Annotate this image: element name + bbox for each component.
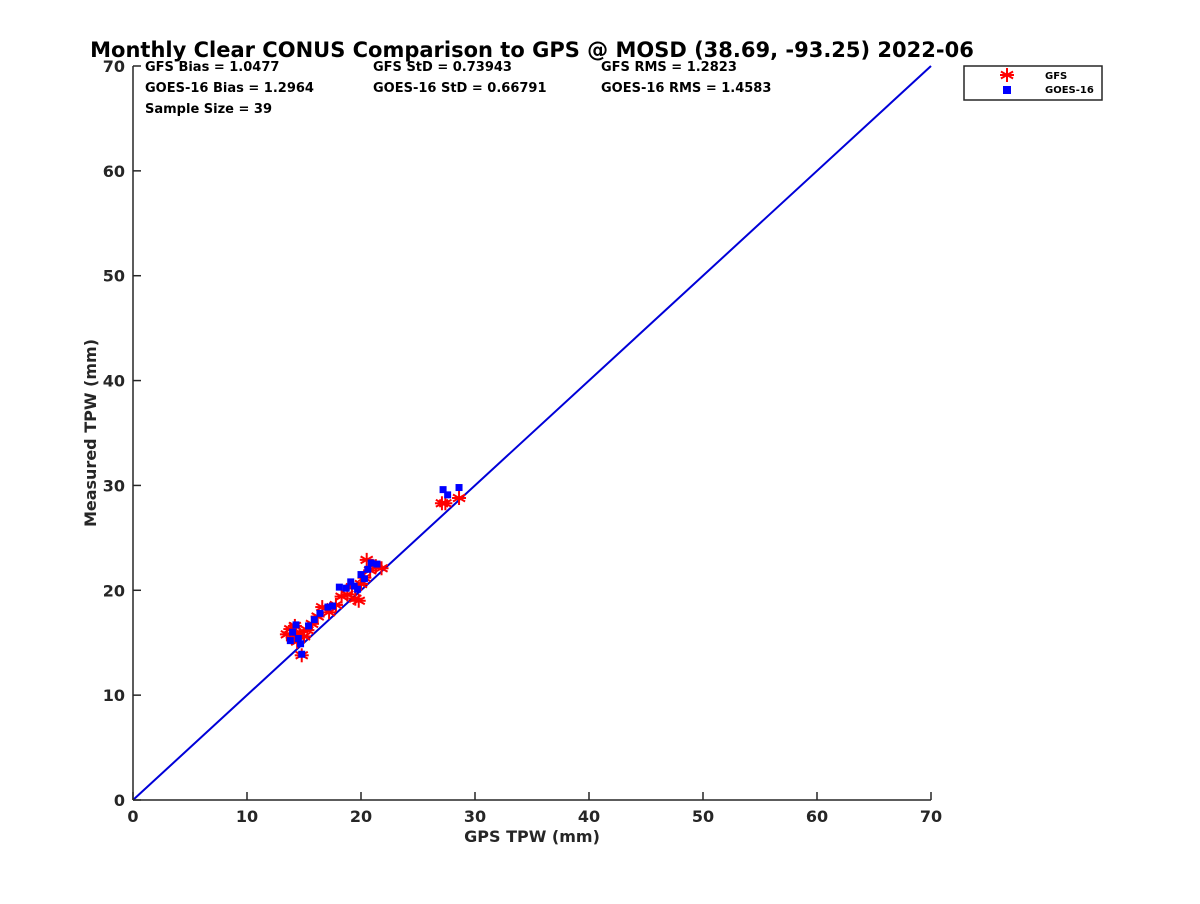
stat-gfs-bias: GFS Bias = 1.0477 — [145, 60, 279, 75]
y-tick-label: 10 — [103, 686, 125, 705]
goes-16-point — [305, 622, 313, 630]
legend: GFS GOES-16 — [963, 65, 1103, 101]
x-tick-label: 30 — [464, 807, 486, 826]
gfs-point — [438, 496, 453, 511]
goes-16-point — [373, 560, 381, 568]
y-tick-label: 70 — [103, 57, 125, 76]
goes-16-point — [289, 628, 297, 636]
y-tick-label: 50 — [103, 267, 125, 286]
goes-16-point — [298, 650, 306, 658]
x-tick-label: 0 — [127, 807, 138, 826]
stat-goes-rms: GOES-16 RMS = 1.4583 — [601, 81, 771, 96]
reference-line-layer — [132, 65, 932, 801]
goes-16-point — [329, 602, 336, 610]
goes-16-point — [364, 565, 372, 573]
gfs-point — [351, 593, 366, 608]
legend-square — [1003, 86, 1011, 94]
chart-title: Monthly Clear CONUS Comparison to GPS @ … — [90, 38, 974, 62]
stat-goes-std: GOES-16 StD = 0.66791 — [373, 81, 547, 96]
goes-16-point — [324, 603, 332, 611]
x-axis-ticks: 0 10 20 30 40 50 60 70 — [127, 792, 942, 826]
gfs-point — [452, 491, 467, 506]
y-tick-label: 60 — [103, 162, 125, 181]
goes-16-point — [297, 640, 305, 648]
stat-goes-bias: GOES-16 Bias = 1.2964 — [145, 81, 314, 96]
goes-16-point — [357, 571, 365, 579]
y-tick-label: 40 — [103, 372, 125, 391]
goes-16-point — [360, 575, 368, 583]
goes-16-point — [316, 609, 324, 617]
goes-16-point — [342, 584, 350, 592]
goes-16-point — [292, 621, 300, 629]
reference-line — [132, 65, 932, 801]
x-tick-label: 50 — [692, 807, 714, 826]
stat-sample-size: Sample Size = 39 — [145, 102, 272, 117]
y-tick-label: 30 — [103, 476, 125, 495]
goes-16-point — [444, 491, 452, 499]
goes-16-point — [286, 637, 294, 645]
stat-gfs-std: GFS StD = 0.73943 — [373, 60, 512, 75]
legend-label-gfs: GFS — [1045, 71, 1067, 82]
legend-asterisk — [1000, 68, 1014, 82]
stats-block: GFS Bias = 1.0477 GFS StD = 0.73943 GFS … — [145, 60, 771, 117]
legend-box — [963, 65, 1103, 101]
y-tick-label: 0 — [114, 791, 125, 810]
goes-16-point — [439, 486, 447, 494]
x-tick-label: 10 — [236, 807, 258, 826]
goes-16-point — [367, 559, 375, 567]
x-tick-label: 20 — [350, 807, 372, 826]
legend-marker-gfs — [1000, 68, 1014, 82]
legend-label-goes-16: GOES-16 — [1045, 85, 1094, 96]
x-axis-label: GPS TPW (mm) — [464, 827, 600, 846]
x-tick-label: 40 — [578, 807, 600, 826]
goes-16-point — [354, 585, 362, 593]
legend-marker-goes-16 — [1003, 86, 1011, 94]
x-tick-label: 70 — [920, 807, 942, 826]
y-tick-label: 20 — [103, 581, 125, 600]
y-axis-ticks: 0 10 20 30 40 50 60 70 — [103, 57, 141, 810]
goes-16-point — [294, 635, 302, 643]
stat-gfs-rms: GFS RMS = 1.2823 — [601, 60, 737, 75]
y-axis-label: Measured TPW (mm) — [81, 339, 100, 527]
goes-16-point — [335, 583, 343, 591]
data-points-layer — [279, 484, 467, 663]
goes-16-point — [347, 578, 355, 586]
goes-16-point — [310, 616, 318, 624]
goes-16-point — [455, 484, 463, 492]
x-tick-label: 60 — [806, 807, 828, 826]
